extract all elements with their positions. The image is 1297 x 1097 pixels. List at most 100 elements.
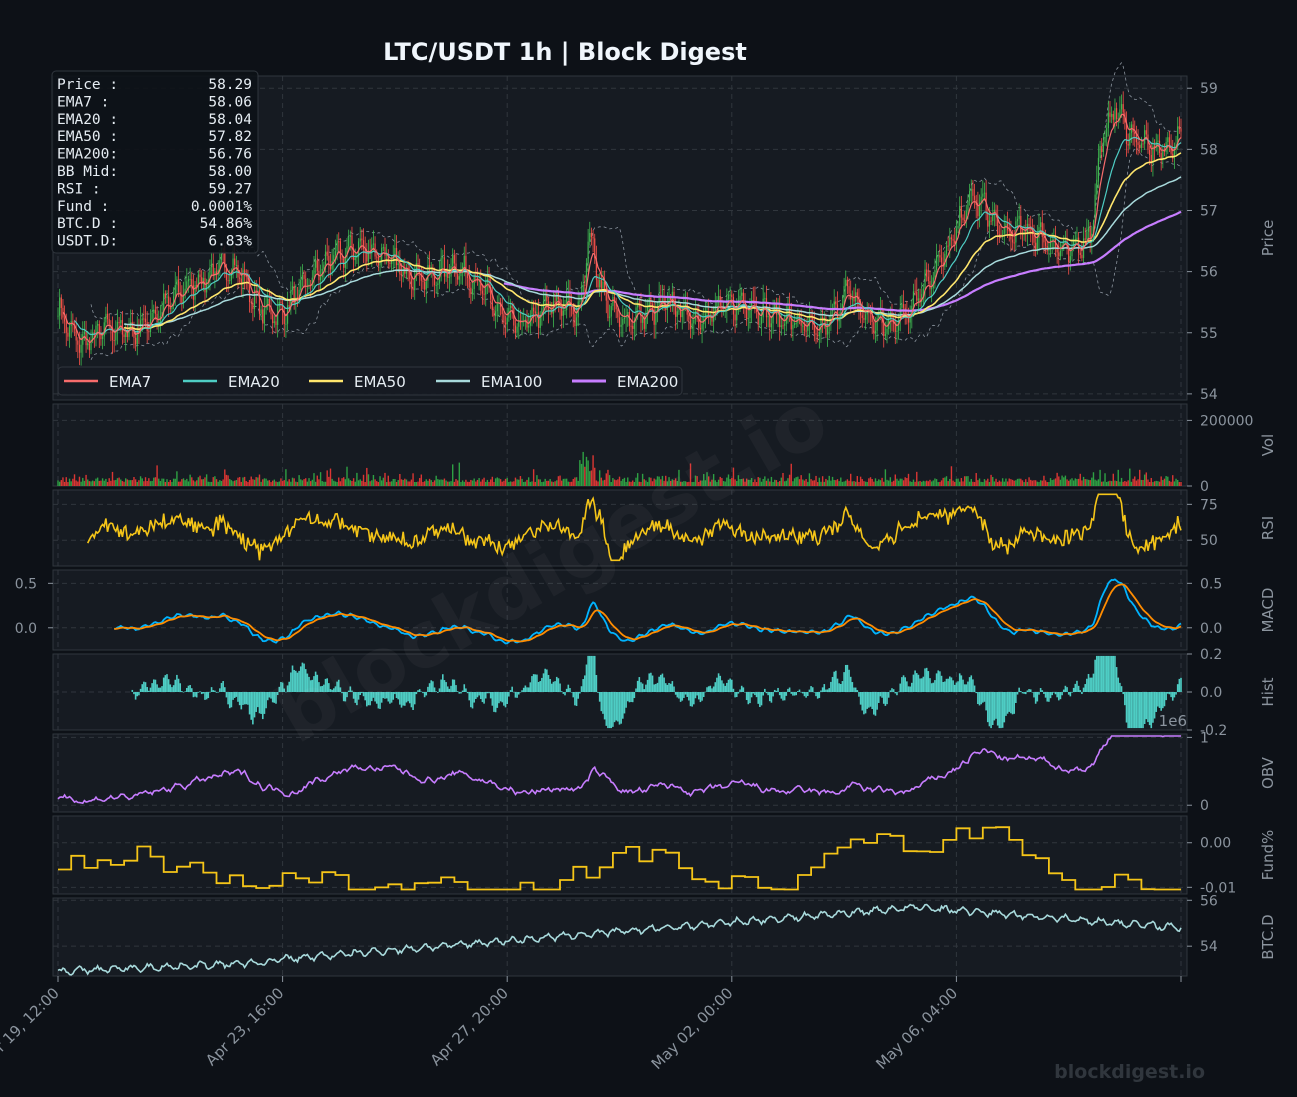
volume-bar (329, 468, 332, 486)
volume-bar (1119, 481, 1121, 486)
volume-bar (869, 477, 872, 486)
hist-bar (968, 677, 971, 692)
y-tick-label: -0.01 (1200, 880, 1236, 896)
volume-bar (683, 481, 685, 486)
volume-bar (878, 479, 880, 486)
volume-bar (922, 480, 925, 486)
volume-bar (998, 480, 1001, 486)
hist-bar (1160, 692, 1162, 711)
candle-body (248, 279, 251, 303)
candle-body (856, 292, 858, 297)
hist-bar (612, 692, 614, 727)
volume-bar (489, 479, 492, 486)
volume-bar (204, 477, 206, 486)
volume-bar (480, 481, 482, 486)
volume-bar (587, 460, 589, 486)
hist-bar (595, 675, 598, 692)
hist-bar (983, 692, 986, 702)
volume-bar (531, 481, 533, 486)
info-value: 59.27 (208, 181, 252, 197)
volume-bar (940, 480, 943, 486)
hist-bar (199, 691, 201, 692)
hist-bar (270, 692, 272, 699)
volume-bar (143, 481, 145, 486)
candle-body (1102, 142, 1104, 153)
candle-body (625, 315, 627, 318)
hist-bar (1117, 677, 1120, 692)
candle-body (87, 343, 89, 346)
volume-bar (377, 482, 380, 486)
volume-bar (384, 472, 386, 486)
hist-bar (1155, 692, 1158, 712)
hist-bar (1148, 692, 1151, 726)
volume-bar (1049, 478, 1052, 486)
macd-series (114, 578, 1182, 645)
hist-bar (263, 692, 266, 714)
volume-bar (262, 479, 264, 486)
hist-bar (841, 681, 844, 692)
candle-body (633, 321, 635, 329)
hist-bar (463, 684, 466, 692)
candle-body (1005, 223, 1007, 228)
hist-bar (187, 685, 190, 692)
hist-bar (1018, 687, 1020, 692)
candle-body (409, 271, 411, 280)
hist-bar (925, 667, 928, 692)
hist-bar (906, 681, 908, 692)
candle-body (331, 261, 333, 270)
hist-bar (768, 692, 771, 702)
volume-bar (863, 481, 865, 486)
hist-bar (846, 664, 849, 692)
hist-bar (767, 692, 769, 696)
candle-body (125, 332, 127, 338)
hist-bar (148, 690, 150, 692)
volume-bar (339, 481, 342, 486)
volume-bar (407, 481, 409, 486)
hist-bar (567, 684, 570, 692)
volume-bar (433, 480, 436, 486)
volume-bar (113, 480, 115, 486)
hist-bar (154, 679, 157, 692)
volume-bar (988, 482, 991, 486)
hist-bar (778, 692, 781, 696)
volume-bar (1153, 481, 1156, 486)
hist-bar (772, 692, 774, 697)
candle-body (929, 281, 931, 290)
volume-bar (1167, 476, 1169, 486)
volume-bar (372, 475, 375, 486)
candle-body (315, 260, 317, 268)
hist-bar (1003, 692, 1006, 723)
volume-bar (78, 476, 81, 486)
volume-bar (830, 480, 832, 486)
hist-bar (849, 676, 852, 692)
candle-body (316, 260, 318, 271)
volume-bar (1079, 473, 1081, 486)
candle-body (955, 228, 957, 244)
volume-bar (1134, 476, 1136, 486)
candle-body (1153, 145, 1156, 149)
y-tick-label: 54 (1200, 939, 1218, 955)
candle-body (886, 328, 888, 334)
volume-bar (210, 481, 213, 486)
hist-bar (1079, 690, 1082, 692)
hist-bar (808, 689, 811, 692)
candle-body (73, 324, 76, 330)
hist-bar (747, 692, 750, 705)
y-tick-label: -0.2 (1200, 723, 1227, 739)
volume-bar (196, 480, 198, 486)
volume-bar (105, 478, 107, 486)
hist-bar (749, 692, 751, 704)
candle-body (630, 325, 632, 327)
volume-bar (242, 477, 244, 486)
hist-bar (532, 674, 535, 692)
candle-body (1120, 104, 1123, 110)
volume-bar (638, 481, 641, 486)
volume-bar (706, 472, 708, 486)
volume-bar (727, 474, 730, 486)
hist-bar (261, 692, 264, 720)
volume-bar (645, 480, 647, 486)
hist-bar (1158, 692, 1161, 708)
hist-bar (610, 692, 613, 729)
volume-bar (1006, 481, 1009, 486)
hist-bar (271, 692, 274, 703)
